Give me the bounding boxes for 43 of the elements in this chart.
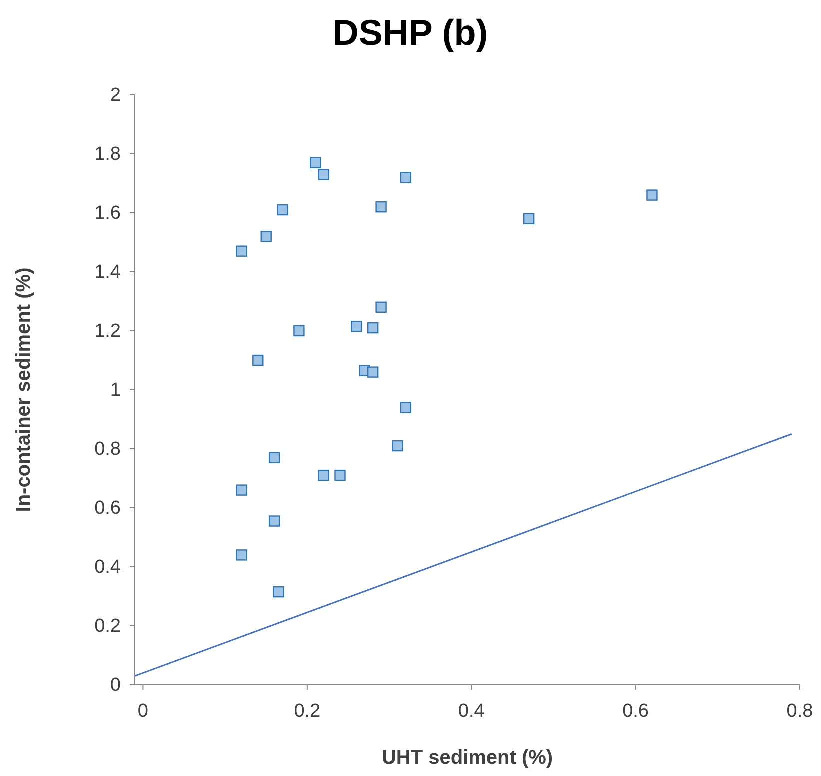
- x-tick-label: 0.8: [786, 701, 814, 722]
- point: [400, 172, 412, 184]
- y-tick-label: 1.8: [94, 144, 121, 165]
- point: [376, 202, 387, 213]
- y-tick-label: 0: [110, 675, 121, 696]
- point: [277, 204, 288, 216]
- y-tick-label: 1.2: [94, 321, 121, 342]
- point: [400, 402, 412, 414]
- chart-title: DSHP (b): [332, 12, 488, 53]
- x-axis-title: UHT sediment (%): [382, 747, 554, 769]
- point: [646, 190, 658, 201]
- y-tick-label: 2: [110, 85, 121, 106]
- x-tick-label: 0: [138, 701, 148, 722]
- x-tick-label: 0.2: [294, 701, 321, 722]
- point: [351, 320, 362, 332]
- y-tick-label: 1: [110, 380, 121, 401]
- y-tick-label: 1.6: [94, 203, 121, 224]
- point: [236, 484, 248, 496]
- point: [268, 516, 280, 527]
- point: [273, 586, 284, 598]
- point: [367, 366, 379, 378]
- point: [318, 470, 330, 482]
- point: [252, 354, 264, 366]
- point: [294, 325, 305, 337]
- y-tick-label: 0.4: [94, 557, 122, 578]
- point: [236, 246, 248, 257]
- y-tick-label: 0.2: [94, 616, 121, 637]
- point: [392, 440, 404, 452]
- point: [376, 302, 387, 313]
- x-tick-label: 0.4: [458, 701, 486, 722]
- point: [334, 470, 346, 482]
- point: [310, 157, 322, 168]
- y-axis-title: In-container sediment (%): [13, 268, 35, 512]
- y-tick-label: 0.8: [94, 439, 121, 460]
- point: [236, 550, 248, 561]
- point: [260, 231, 272, 242]
- y-tick-label: 1.4: [94, 262, 122, 283]
- point: [318, 169, 330, 180]
- point: [523, 213, 535, 224]
- x-tick-label: 0.6: [622, 701, 650, 722]
- point: [268, 452, 280, 464]
- y-tick-label: 0.6: [94, 498, 121, 519]
- point: [367, 322, 379, 334]
